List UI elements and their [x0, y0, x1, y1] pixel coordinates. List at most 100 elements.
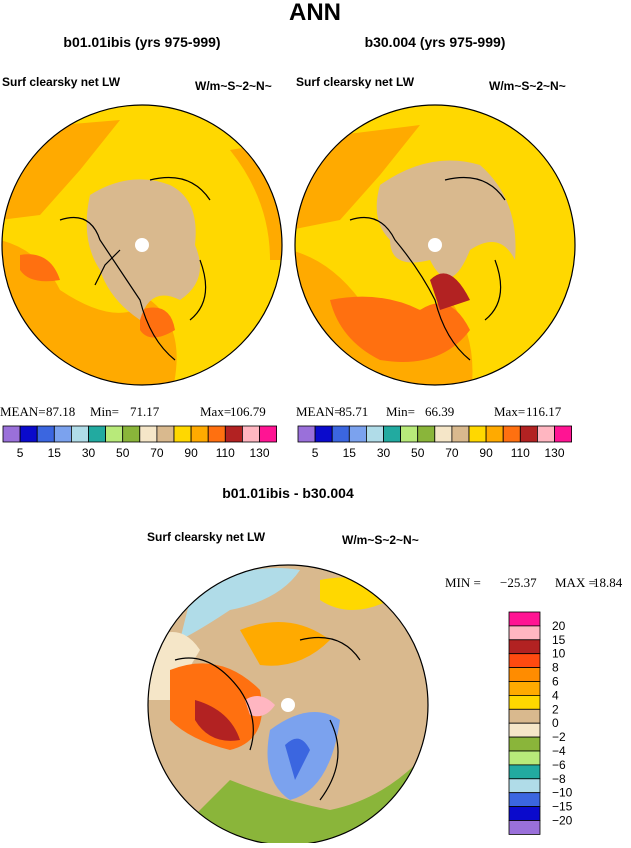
colorbar-label: 15: [48, 446, 62, 460]
colorbar-label: 0: [552, 716, 559, 730]
colorbar-box: [417, 425, 436, 443]
colorbar-box: [508, 625, 541, 641]
colorbar-box: [508, 736, 541, 752]
colorbar-box: [2, 425, 21, 443]
colorbar-box: [36, 425, 55, 443]
colorbar-box: [297, 425, 316, 443]
colorbar-label: 130: [249, 446, 269, 460]
colorbar-box: [105, 425, 124, 443]
panel-units: W/m~S~2~N~: [489, 79, 566, 93]
colorbar-label: 50: [411, 446, 425, 460]
panel-subtitle: Surf clearsky net LW: [296, 75, 415, 89]
stat-value: −25.37: [500, 575, 537, 590]
stat-label: Max=: [200, 404, 231, 419]
stat-value: 85.71: [339, 404, 368, 419]
colorbar-label: 70: [445, 446, 459, 460]
colorbar-box: [71, 425, 89, 443]
colorbar-box: [508, 778, 541, 794]
colorbar-box: [241, 425, 260, 443]
colorbar-label: 110: [511, 446, 530, 460]
colorbar-label: 20: [552, 619, 566, 633]
colorbar-label: 15: [552, 633, 566, 647]
colorbar-box: [434, 425, 453, 443]
colorbar-label: 6: [552, 675, 559, 689]
pole: [428, 238, 442, 252]
colorbar-label: 8: [552, 661, 559, 675]
colorbar-box: [485, 425, 504, 443]
colorbar-label: 30: [377, 446, 391, 460]
colorbar-box: [207, 425, 226, 443]
colorbar-label: 70: [150, 446, 164, 460]
colorbar-box: [508, 695, 541, 710]
colorbar-label: 2: [552, 702, 559, 716]
colorbar-box: [508, 667, 541, 682]
colorbar-box: [314, 425, 333, 443]
stat-label: Max=: [494, 404, 525, 419]
colorbar-box: [224, 425, 243, 443]
colorbar-box: [173, 425, 192, 443]
stat-value: 116.17: [526, 404, 562, 419]
colorbar-box: [508, 639, 541, 655]
colorbar-label: 130: [544, 446, 564, 460]
colorbar-box: [139, 425, 158, 443]
colorbar-label: 90: [479, 446, 493, 460]
colorbar-box: [508, 792, 541, 808]
panel-units: W/m~S~2~N~: [195, 79, 272, 93]
colorbar-label: −15: [552, 800, 573, 814]
pole: [281, 698, 295, 712]
colorbar-box: [122, 425, 141, 443]
stat-label: MAX =: [555, 575, 596, 590]
stat-label: MIN =: [445, 575, 481, 590]
stat-value: 87.18: [46, 404, 75, 419]
colorbar-box: [508, 820, 541, 835]
colorbar-box: [468, 425, 487, 443]
colorbar-box: [19, 425, 38, 443]
colorbar-label: −4: [552, 744, 566, 758]
panel-units: W/m~S~2~N~: [342, 533, 419, 547]
colorbar-label: 15: [343, 446, 357, 460]
colorbar-label: −10: [552, 786, 573, 800]
colorbar-box: [508, 764, 541, 780]
stat-label: MEAN=: [0, 404, 46, 419]
stat-value: 71.17: [130, 404, 160, 419]
colorbar-box: [508, 722, 541, 738]
colorbar-box: [508, 611, 541, 627]
colorbar-box: [331, 425, 350, 443]
colorbar-label: −6: [552, 758, 566, 772]
colorbar-box: [537, 425, 555, 443]
colorbar-box: [88, 425, 107, 443]
panel-title: b01.01ibis (yrs 975-999): [63, 34, 220, 50]
colorbar-box: [508, 806, 541, 821]
colorbar-box: [508, 750, 541, 766]
colorbar-label: 30: [82, 446, 96, 460]
colorbar-label: 5: [17, 446, 24, 460]
panel-subtitle: Surf clearsky net LW: [147, 530, 266, 544]
colorbar-label: 4: [552, 688, 559, 702]
colorbar-box: [383, 425, 402, 443]
colorbar-label: −2: [552, 730, 566, 744]
colorbar-box: [190, 425, 209, 443]
colorbar-box: [508, 681, 541, 696]
stat-label: MEAN=: [296, 404, 342, 419]
stat-value: 66.39: [425, 404, 454, 419]
colorbar-label: −8: [552, 772, 566, 786]
colorbar-box: [53, 425, 72, 443]
stat-value: 18.84: [593, 575, 623, 590]
panel-title: b30.004 (yrs 975-999): [365, 34, 506, 50]
stat-label: Min=: [90, 404, 119, 419]
colorbar-box: [348, 425, 367, 443]
colorbar-label: 5: [312, 446, 319, 460]
colorbar-label: −20: [552, 814, 573, 828]
panel-title: b01.01ibis - b30.004: [222, 485, 354, 501]
colorbar-label: 50: [116, 446, 130, 460]
colorbar-box: [519, 425, 538, 443]
colorbar-label: 110: [216, 446, 235, 460]
colorbar-box: [554, 425, 573, 443]
colorbar-box: [400, 425, 419, 443]
colorbar-box: [156, 425, 175, 443]
map-border: [294, 104, 576, 386]
panel-subtitle: Surf clearsky net LW: [2, 75, 121, 89]
colorbar-box: [502, 425, 521, 443]
stat-label: Min=: [386, 404, 415, 419]
